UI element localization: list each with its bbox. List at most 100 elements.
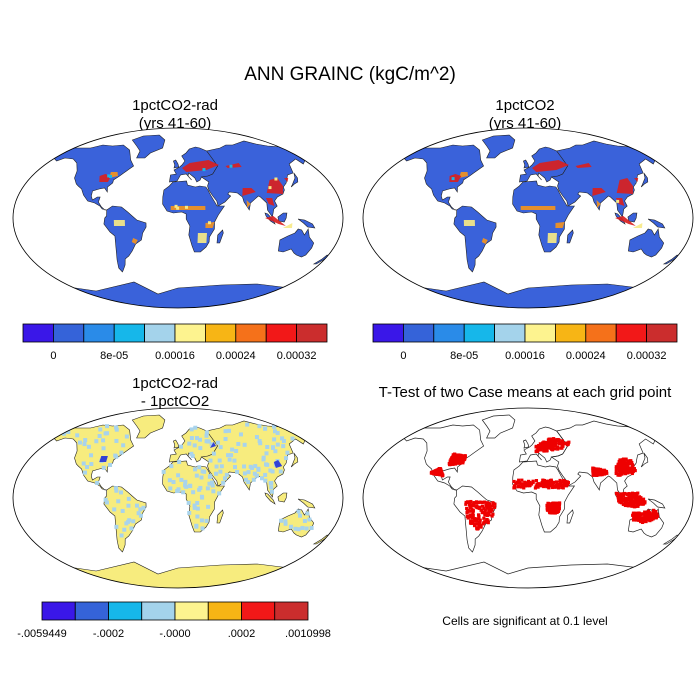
significant-cell bbox=[555, 480, 559, 484]
map-panel-2 bbox=[362, 127, 694, 309]
significant-cell bbox=[561, 441, 565, 446]
significant-cell bbox=[488, 504, 492, 508]
grid-cell bbox=[103, 497, 108, 502]
land-newguinea bbox=[647, 218, 666, 229]
colorbar-swatch bbox=[524, 323, 556, 343]
grid-cell bbox=[253, 464, 258, 469]
significant-cell bbox=[639, 512, 643, 517]
significant-cell bbox=[619, 494, 623, 498]
grid-cell bbox=[223, 429, 228, 434]
hotspot-red bbox=[615, 216, 636, 226]
grid-cell bbox=[263, 472, 268, 477]
significant-cell bbox=[597, 469, 601, 473]
significant-cell bbox=[547, 506, 551, 510]
significant-cell bbox=[602, 470, 606, 474]
colorbar-label: 0.00016 bbox=[505, 350, 545, 362]
significant-cell bbox=[631, 511, 636, 515]
significant-cell bbox=[550, 448, 555, 452]
grid-cell bbox=[268, 186, 272, 190]
grid-cell bbox=[189, 436, 194, 441]
grid-cell bbox=[200, 495, 205, 500]
grid-cell bbox=[190, 453, 195, 458]
grid-cell bbox=[98, 427, 103, 432]
significant-cell bbox=[621, 492, 626, 496]
significant-cell bbox=[488, 506, 492, 510]
grid-cell bbox=[309, 525, 314, 530]
significant-cell bbox=[547, 441, 551, 445]
significant-cell bbox=[551, 484, 555, 488]
land-uk bbox=[173, 159, 180, 169]
grid-cell bbox=[198, 437, 203, 442]
grid-cell bbox=[616, 199, 620, 203]
significant-cell bbox=[643, 500, 647, 504]
grid-cell bbox=[307, 517, 312, 522]
grid-cell bbox=[265, 444, 270, 449]
land-madagascar bbox=[566, 509, 574, 524]
significant-cell bbox=[527, 484, 532, 488]
significant-cell bbox=[641, 512, 645, 516]
significant-cell bbox=[621, 458, 625, 462]
significant-cell bbox=[645, 518, 649, 522]
grid-cell bbox=[246, 480, 251, 485]
significant-cell bbox=[650, 515, 655, 519]
land-greenland bbox=[481, 414, 516, 439]
map-border bbox=[12, 127, 344, 309]
colorbar-swatch bbox=[494, 323, 526, 343]
grid-cell bbox=[304, 526, 309, 531]
grid-cell bbox=[192, 503, 197, 508]
significant-cell bbox=[459, 455, 463, 459]
significant-cell bbox=[633, 468, 637, 473]
grid-cell bbox=[167, 478, 172, 483]
significant-cell bbox=[477, 524, 481, 528]
grid-cell bbox=[281, 444, 286, 449]
significant-cell bbox=[637, 516, 641, 521]
significant-cell bbox=[635, 518, 639, 522]
colorbar-label: -.0002 bbox=[93, 628, 124, 640]
significant-cell bbox=[474, 505, 478, 509]
significant-cell bbox=[625, 492, 630, 496]
significant-cell bbox=[545, 448, 549, 452]
grid-cell bbox=[194, 524, 199, 529]
grid-cell bbox=[278, 469, 283, 474]
hotspot-orange bbox=[596, 200, 601, 208]
significant-cell bbox=[538, 448, 543, 452]
significant-cell bbox=[549, 441, 554, 445]
colorbar-swatch bbox=[113, 323, 145, 343]
grid-cell bbox=[113, 486, 118, 491]
significant-cell bbox=[551, 505, 555, 509]
grid-cell bbox=[263, 426, 268, 431]
grid-cell bbox=[268, 481, 273, 486]
significant-cell bbox=[480, 500, 484, 505]
significant-cell bbox=[519, 485, 524, 489]
land-africa bbox=[512, 460, 576, 533]
grid-cell bbox=[221, 480, 226, 485]
colorbar-label: 0.00032 bbox=[277, 350, 317, 362]
grid-cell bbox=[217, 491, 222, 496]
significant-cell bbox=[621, 502, 625, 506]
significant-cell bbox=[564, 480, 568, 484]
significant-cell bbox=[479, 525, 483, 529]
land-namerica bbox=[403, 144, 484, 211]
significant-cell bbox=[614, 471, 618, 476]
significant-cell bbox=[545, 481, 549, 485]
significant-cell bbox=[547, 486, 551, 490]
grid-cell bbox=[184, 205, 188, 209]
grid-cell bbox=[242, 464, 247, 469]
map-panel-4 bbox=[362, 407, 694, 589]
significant-cell bbox=[547, 446, 551, 450]
colorbar-label: 0.00016 bbox=[155, 350, 195, 362]
significant-cell bbox=[492, 505, 497, 509]
significant-cell bbox=[470, 515, 474, 520]
grid-cell bbox=[226, 453, 231, 458]
grid-cell bbox=[284, 456, 289, 461]
significant-cell bbox=[594, 469, 598, 473]
hotspot-red bbox=[265, 198, 275, 206]
significant-cell bbox=[627, 496, 632, 501]
grid-cell bbox=[108, 175, 112, 179]
significant-cell bbox=[474, 500, 479, 504]
grid-cell bbox=[229, 453, 234, 458]
significant-cell bbox=[641, 516, 646, 520]
colorbar-swatch bbox=[83, 323, 115, 343]
panel3-title: 1pctCO2-rad - 1pctCO2 bbox=[55, 375, 295, 411]
